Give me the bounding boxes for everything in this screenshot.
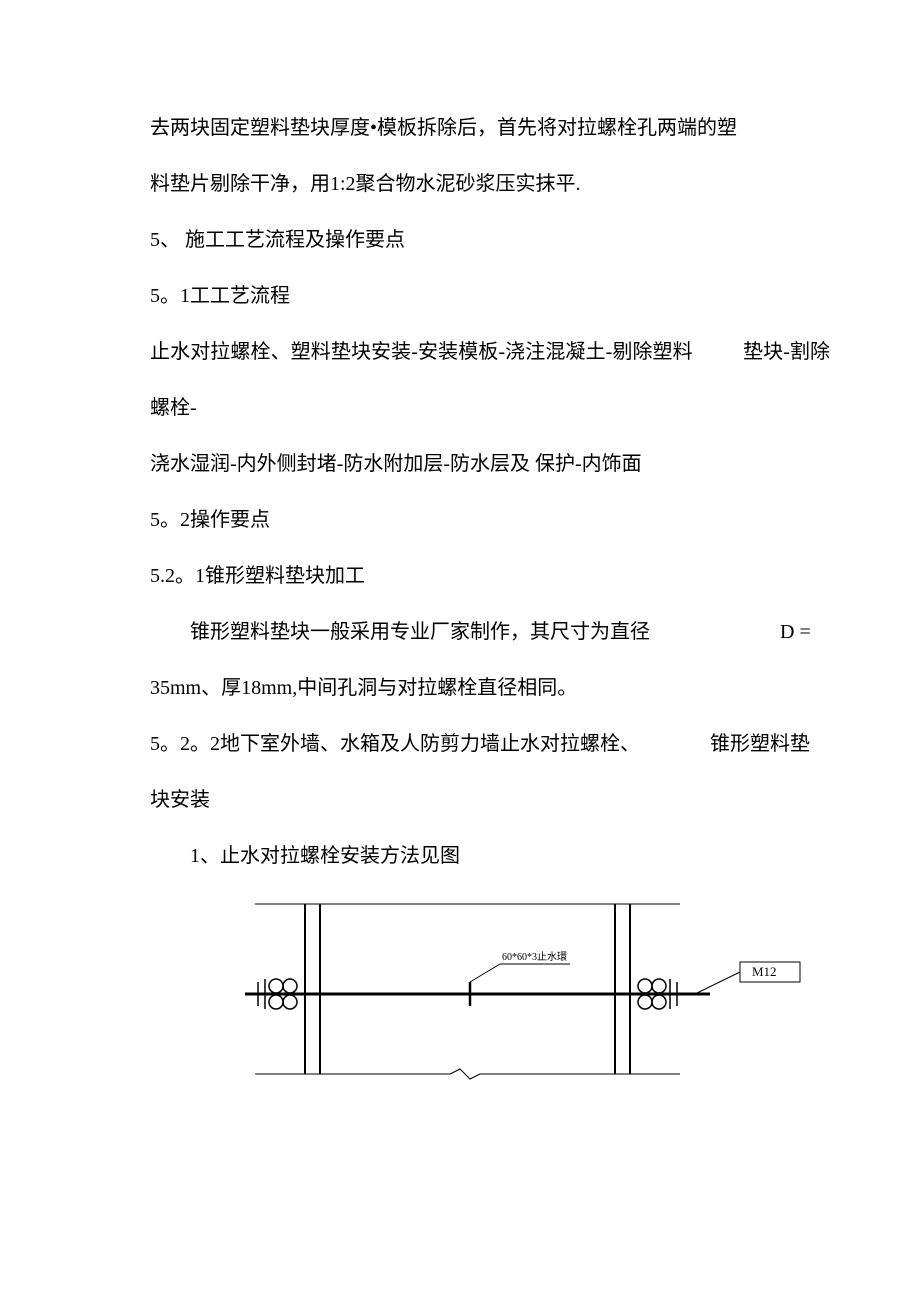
s522-left: 5。2。2地下室外墙、水箱及人防剪力墙止水对拉螺栓、	[150, 733, 640, 755]
section-5-2-title: 5。2操作要点	[150, 492, 830, 548]
right-circle-bottom-1	[638, 995, 652, 1009]
right-circle-top-2	[652, 979, 666, 993]
section-5-2-2-line-2: 块安装	[150, 772, 830, 828]
m12-leader	[695, 972, 740, 994]
cone-block-desc-1: 锥形塑料垫块一般采用专业厂家制作，其尺寸为直径 D =	[150, 604, 830, 660]
section-5-2-1-title: 5.2。1锥形塑料垫块加工	[150, 548, 830, 604]
left-circle-top-1	[283, 979, 297, 993]
cone-right: D =	[780, 621, 811, 643]
s522-right: 锥形塑料垫	[710, 733, 810, 755]
break-mark	[450, 1069, 480, 1079]
cone-left: 锥形塑料垫块一般采用专业厂家制作，其尺寸为直径	[190, 621, 650, 643]
m12-label-text: M12	[752, 964, 777, 979]
diagram-caption: 1、止水对拉螺栓安装方法见图	[150, 828, 830, 884]
section-5-2-2-line-1: 5。2。2地下室外墙、水箱及人防剪力墙止水对拉螺栓、 锥形塑料垫	[150, 716, 830, 772]
center-leader	[470, 964, 500, 982]
center-label-text: 60*60*3止水環	[502, 951, 567, 963]
bolt-diagram-container: 60*60*3止水環 M12	[150, 894, 830, 1116]
section-5-title: 5、 施工工艺流程及操作要点	[150, 212, 830, 268]
bolt-installation-diagram: 60*60*3止水環 M12	[150, 894, 830, 1094]
left-circle-bottom-2	[269, 995, 283, 1009]
process-flow-line-1: 止水对拉螺栓、塑料垫块安装-安装模板-浇注混凝土-剔除塑料 垫块-割除螺栓-	[150, 324, 830, 436]
left-circle-bottom-1	[283, 995, 297, 1009]
cone-block-desc-2: 35mm、厚18mm,中间孔洞与对拉螺栓直径相同。	[150, 660, 830, 716]
process-flow-line-2: 浇水湿润-内外侧封堵-防水附加层-防水层及 保护-内饰面	[150, 436, 830, 492]
right-circle-bottom-2	[652, 995, 666, 1009]
paragraph-1: 去两块固定塑料垫块厚度•模板拆除后，首先将对拉螺栓孔两端的塑	[150, 100, 830, 156]
paragraph-2: 料垫片剔除干净，用1:2聚合物水泥砂浆压实抹平.	[150, 156, 830, 212]
left-circle-top-2	[269, 979, 283, 993]
flow-left-1: 止水对拉螺栓、塑料垫块安装-安装模板-浇注混凝土-剔除塑料	[150, 341, 693, 363]
right-circle-top-1	[638, 979, 652, 993]
section-5-1-title: 5。1工工艺流程	[150, 268, 830, 324]
